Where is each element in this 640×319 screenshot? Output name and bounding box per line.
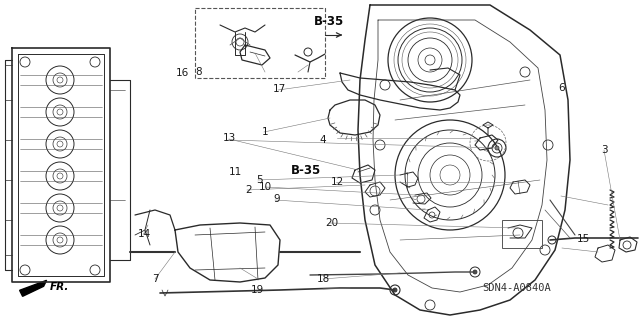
- Text: 4: 4: [320, 135, 326, 145]
- Text: 9: 9: [273, 194, 280, 204]
- Text: 17: 17: [273, 84, 286, 94]
- Text: 8: 8: [195, 67, 202, 77]
- Circle shape: [473, 270, 477, 274]
- Text: 12: 12: [331, 177, 344, 188]
- Text: 14: 14: [138, 229, 150, 240]
- Text: 6: 6: [559, 83, 565, 93]
- Text: 11: 11: [229, 167, 242, 177]
- Text: SDN4-A0840A: SDN4-A0840A: [483, 283, 552, 293]
- Text: 10: 10: [259, 182, 272, 192]
- Text: B-35: B-35: [291, 164, 321, 177]
- Bar: [502, 220, 542, 248]
- Text: 15: 15: [577, 234, 590, 244]
- Bar: [195, 8, 325, 78]
- Text: 20: 20: [325, 218, 338, 228]
- Text: 5: 5: [256, 175, 262, 185]
- Text: 3: 3: [602, 145, 608, 155]
- Text: 18: 18: [317, 274, 330, 284]
- Text: 16: 16: [176, 68, 189, 78]
- Text: 2: 2: [245, 185, 252, 195]
- Circle shape: [393, 288, 397, 292]
- Text: 7: 7: [152, 274, 159, 284]
- Polygon shape: [20, 280, 47, 296]
- Circle shape: [495, 146, 499, 150]
- Text: 1: 1: [262, 127, 269, 137]
- Text: 19: 19: [252, 285, 264, 295]
- Text: FR.: FR.: [50, 282, 69, 292]
- Text: B-35: B-35: [314, 15, 344, 28]
- Text: 13: 13: [223, 133, 236, 143]
